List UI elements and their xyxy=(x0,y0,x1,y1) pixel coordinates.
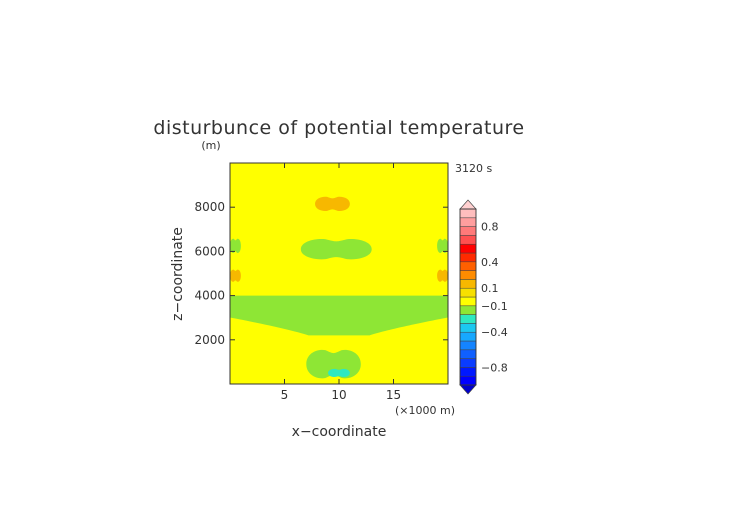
colorbar-segment xyxy=(459,208,477,219)
colorbar: 0.8 0.4 0.1 −0.1 −0.4 −0.8 xyxy=(459,199,508,395)
contour-plot-area xyxy=(229,162,449,385)
time-label: 3120 s xyxy=(455,162,492,175)
colorbar-tick-label: −0.1 xyxy=(481,300,508,313)
contour-background xyxy=(230,163,448,384)
y-tick-label: 8000 xyxy=(194,200,225,214)
colorbar-segment xyxy=(459,217,477,227)
colorbar-segment xyxy=(459,305,477,315)
colorbar-over-triangle xyxy=(459,199,477,210)
x-axis-ticks: 5 10 15 xyxy=(281,163,401,402)
x-tick-label: 15 xyxy=(386,388,401,402)
colorbar-tick-label: −0.4 xyxy=(481,326,508,339)
colorbar-under-triangle xyxy=(459,384,477,395)
x-tick-label: 5 xyxy=(281,388,289,402)
contour-region-6 xyxy=(230,269,241,282)
contour-region-9 xyxy=(437,238,448,253)
contour-region-1 xyxy=(315,196,350,211)
y-tick-label: 2000 xyxy=(194,333,225,347)
colorbar-tick-label: 0.1 xyxy=(481,282,499,295)
colorbar-segment xyxy=(459,279,477,289)
colorbar-tick-label: 0.4 xyxy=(481,256,499,269)
x-axis-label: x−coordinate xyxy=(292,424,387,440)
colorbar-segment xyxy=(459,235,477,245)
x-tick-label: 10 xyxy=(331,388,346,402)
x-unit-label: (×1000 m) xyxy=(395,404,455,417)
colorbar-segment xyxy=(459,243,477,254)
colorbar-segment xyxy=(459,287,477,298)
y-unit-label: (m) xyxy=(201,139,220,152)
colorbar-segment xyxy=(459,367,477,377)
colorbar-segment xyxy=(459,349,477,359)
colorbar-segment xyxy=(459,358,477,368)
colorbar-segment xyxy=(459,340,477,351)
colorbar-segment xyxy=(459,270,477,280)
chart-title: disturbunce of potential temperature xyxy=(153,117,524,139)
y-axis-label: z−coordinate xyxy=(170,227,186,321)
colorbar-tick-label: 0.8 xyxy=(481,221,499,234)
contour-region-5 xyxy=(328,368,350,378)
colorbar-segment xyxy=(459,226,477,236)
contour-region-7 xyxy=(437,269,448,282)
colorbar-tick-label: −0.8 xyxy=(481,361,508,374)
colorbar-segment xyxy=(459,252,477,263)
contour-region-8 xyxy=(230,238,241,253)
colorbar-frame xyxy=(459,208,477,386)
y-tick-label: 4000 xyxy=(194,289,225,303)
colorbar-segment xyxy=(459,331,477,342)
colorbar-segment xyxy=(459,296,477,307)
colorbar-segment xyxy=(459,314,477,324)
y-tick-label: 6000 xyxy=(194,244,225,258)
contour-region-2 xyxy=(300,239,372,260)
colorbar-segment xyxy=(459,323,477,333)
colorbar-segment xyxy=(459,375,477,386)
contour-region-3 xyxy=(230,295,448,336)
y-axis-ticks: 2000 4000 6000 8000 xyxy=(194,200,448,347)
colorbar-segment xyxy=(459,261,477,271)
